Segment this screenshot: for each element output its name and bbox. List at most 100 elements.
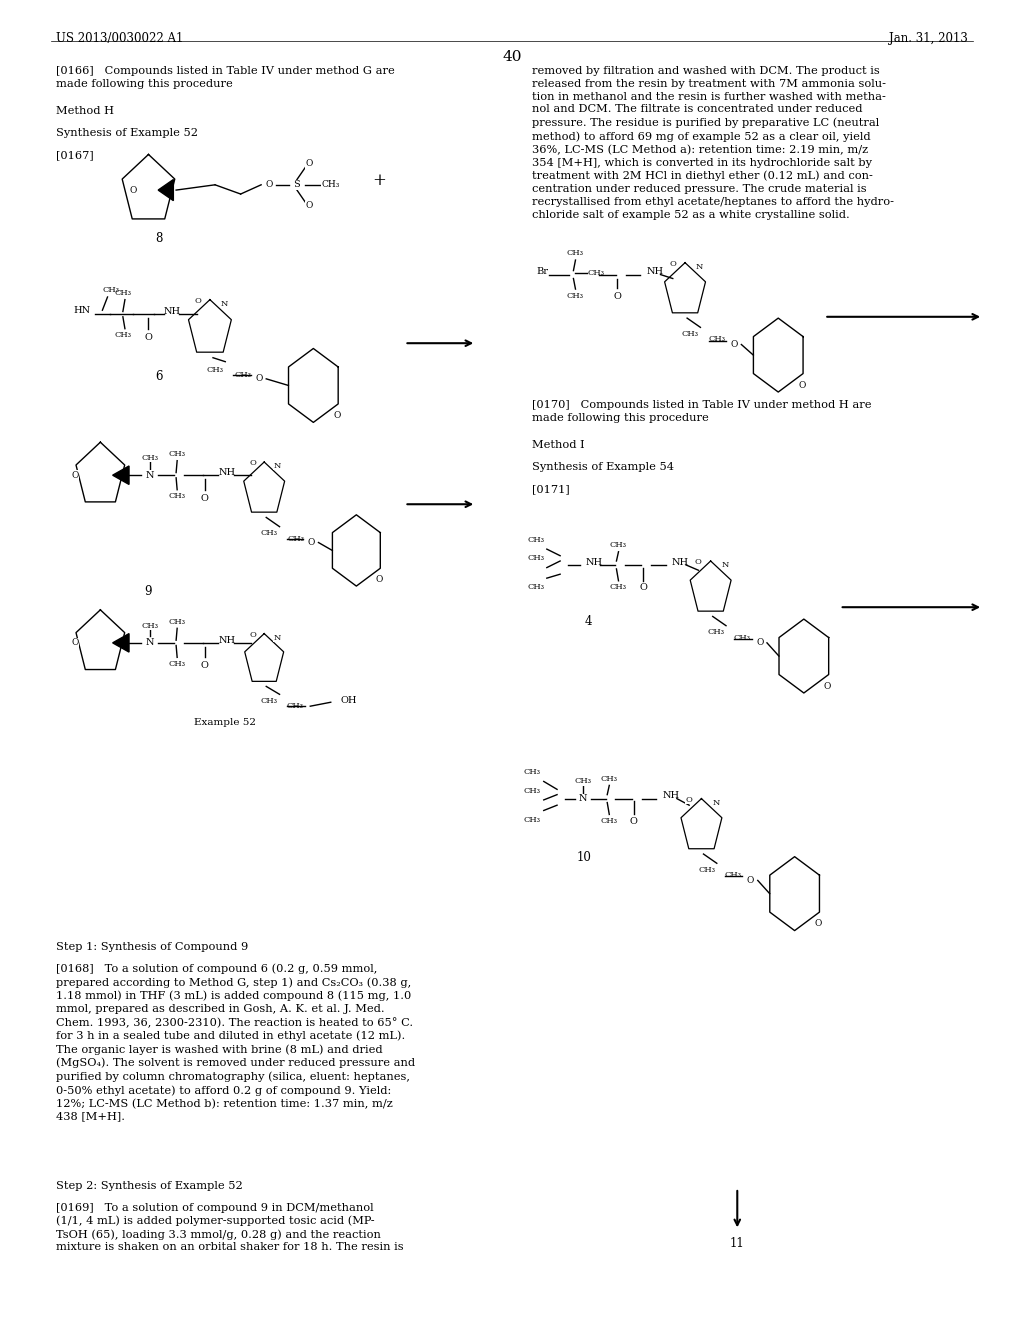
Text: NH: NH — [218, 469, 236, 477]
Text: Step 2: Synthesis of Example 52: Step 2: Synthesis of Example 52 — [56, 1181, 243, 1192]
Text: O: O — [255, 375, 263, 383]
Text: NH: NH — [672, 558, 689, 566]
Text: O: O — [307, 539, 315, 546]
Text: CH₃: CH₃ — [115, 289, 131, 297]
Text: O: O — [305, 160, 313, 168]
Text: removed by filtration and washed with DCM. The product is
released from the resi: removed by filtration and washed with DC… — [532, 66, 895, 219]
Text: Jan. 31, 2013: Jan. 31, 2013 — [889, 32, 968, 45]
Text: [0169]   To a solution of compound 9 in DCM/methanol
(1/1, 4 mL) is added polyme: [0169] To a solution of compound 9 in DC… — [56, 1203, 403, 1253]
Text: O: O — [333, 412, 341, 420]
Text: O: O — [305, 202, 313, 210]
Text: CH₃: CH₃ — [169, 492, 185, 500]
Text: CH₃: CH₃ — [234, 371, 251, 379]
Text: CH₃: CH₃ — [610, 541, 627, 549]
Text: O: O — [265, 181, 273, 189]
Text: O: O — [823, 682, 831, 690]
Text: Example 52: Example 52 — [195, 718, 256, 727]
Text: 11: 11 — [730, 1237, 744, 1250]
Text: CH₃: CH₃ — [527, 554, 544, 562]
Text: Synthesis of Example 52: Synthesis of Example 52 — [56, 128, 199, 139]
Text: CH₃: CH₃ — [601, 817, 617, 825]
Text: CH₃: CH₃ — [261, 697, 278, 705]
Text: O: O — [250, 631, 256, 639]
Text: Br: Br — [537, 268, 549, 276]
Text: O: O — [613, 292, 622, 301]
Text: CH₃: CH₃ — [682, 330, 698, 338]
Text: 40: 40 — [502, 50, 522, 65]
Text: O: O — [746, 876, 755, 884]
Text: OH: OH — [341, 697, 357, 705]
Text: [0168]   To a solution of compound 6 (0.2 g, 0.59 mmol,
prepared according to Me: [0168] To a solution of compound 6 (0.2 … — [56, 964, 416, 1122]
Text: CH₃: CH₃ — [698, 866, 715, 874]
Text: N: N — [145, 639, 154, 647]
Text: O: O — [695, 558, 701, 566]
Text: [0167]: [0167] — [56, 150, 94, 161]
Text: CH₃: CH₃ — [574, 777, 591, 785]
Text: CH₃: CH₃ — [261, 529, 278, 537]
Text: CH₃: CH₃ — [601, 775, 617, 783]
Text: O: O — [730, 341, 738, 348]
Text: US 2013/0030022 A1: US 2013/0030022 A1 — [56, 32, 183, 45]
Text: CH₃: CH₃ — [169, 660, 185, 668]
Text: Step 1: Synthesis of Compound 9: Step 1: Synthesis of Compound 9 — [56, 942, 249, 953]
Text: CH₃: CH₃ — [141, 454, 158, 462]
Text: Method I: Method I — [532, 440, 585, 450]
Text: CH₃: CH₃ — [610, 583, 627, 591]
Text: CH₃: CH₃ — [524, 787, 541, 795]
Text: O: O — [630, 817, 638, 826]
Text: O: O — [201, 494, 209, 503]
Text: N: N — [712, 799, 720, 807]
Text: NH: NH — [164, 308, 181, 315]
Text: O: O — [195, 297, 201, 305]
Text: NH: NH — [218, 636, 236, 644]
Text: CH₃: CH₃ — [115, 331, 131, 339]
Text: [0166]   Compounds listed in Table IV under method G are
made following this pro: [0166] Compounds listed in Table IV unde… — [56, 66, 395, 88]
Text: [0171]: [0171] — [532, 484, 570, 495]
Text: [0170]   Compounds listed in Table IV under method H are
made following this pro: [0170] Compounds listed in Table IV unde… — [532, 400, 872, 422]
Text: N: N — [721, 561, 729, 569]
Text: NH: NH — [646, 268, 664, 276]
Text: N: N — [273, 462, 282, 470]
Polygon shape — [158, 180, 173, 201]
Text: +: + — [372, 173, 386, 189]
Text: O: O — [130, 186, 137, 194]
Text: 8: 8 — [155, 232, 163, 246]
Text: N: N — [145, 471, 154, 479]
Text: CH₃: CH₃ — [709, 335, 725, 343]
Polygon shape — [113, 634, 129, 652]
Text: HN: HN — [74, 306, 91, 314]
Text: O: O — [639, 583, 647, 593]
Text: CH₃: CH₃ — [588, 269, 605, 277]
Text: 6: 6 — [155, 370, 163, 383]
Text: O: O — [670, 260, 676, 268]
Text: O: O — [686, 796, 692, 804]
Text: O: O — [756, 639, 764, 647]
Text: CH₃: CH₃ — [524, 816, 541, 824]
Text: O: O — [798, 381, 806, 389]
Text: CH₃: CH₃ — [169, 450, 185, 458]
Text: CH₃: CH₃ — [524, 768, 541, 776]
Text: CH₃: CH₃ — [734, 634, 751, 642]
Text: 10: 10 — [577, 851, 591, 865]
Text: CH₃: CH₃ — [527, 583, 544, 591]
Text: Synthesis of Example 54: Synthesis of Example 54 — [532, 462, 675, 473]
Text: CH₃: CH₃ — [287, 702, 303, 710]
Text: CH₃: CH₃ — [527, 536, 544, 544]
Text: CH₃: CH₃ — [207, 366, 223, 374]
Text: NH: NH — [586, 558, 603, 566]
Text: O: O — [376, 576, 383, 583]
Text: CH₃: CH₃ — [567, 292, 584, 300]
Polygon shape — [113, 466, 129, 484]
Text: S: S — [294, 181, 300, 189]
Text: CH₃: CH₃ — [102, 286, 120, 294]
Text: CH₃: CH₃ — [322, 181, 340, 189]
Text: CH₃: CH₃ — [169, 618, 185, 626]
Text: O: O — [71, 639, 79, 647]
Text: O: O — [250, 459, 256, 467]
Text: 4: 4 — [585, 615, 593, 628]
Text: NH: NH — [663, 792, 680, 800]
Text: CH₃: CH₃ — [567, 249, 584, 257]
Text: O: O — [144, 333, 153, 342]
Text: N: N — [695, 263, 703, 271]
Text: N: N — [273, 634, 282, 642]
